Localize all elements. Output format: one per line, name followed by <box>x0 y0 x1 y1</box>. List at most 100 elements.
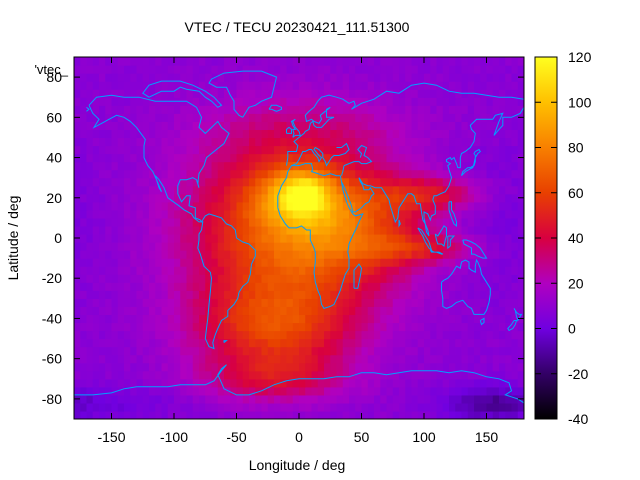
heatmap-cell <box>255 378 263 388</box>
heatmap-cell <box>242 169 250 179</box>
heatmap-cell <box>311 169 319 179</box>
coastline <box>74 364 524 404</box>
heatmap-cell <box>236 121 244 130</box>
heatmap-cell <box>461 306 469 316</box>
heatmap-cell <box>374 193 381 203</box>
heatmap-cell <box>167 185 175 195</box>
heatmap-cell <box>517 105 524 114</box>
coastlines <box>74 70 524 404</box>
heatmap-cell <box>374 73 381 82</box>
heatmap-cell <box>467 282 475 291</box>
heatmap-cell <box>230 201 238 211</box>
heatmap-cell <box>155 402 163 412</box>
heatmap-cell <box>130 193 138 203</box>
heatmap-cell <box>111 169 119 179</box>
heatmap-cell <box>361 73 369 82</box>
heatmap-cell <box>342 89 350 98</box>
heatmap-cell <box>505 89 513 98</box>
heatmap-cell <box>161 250 169 259</box>
heatmap-cell <box>405 410 413 419</box>
heatmap-cell <box>367 121 375 130</box>
heatmap-cell <box>499 322 506 332</box>
heatmap-cell <box>355 129 363 139</box>
heatmap-cell <box>142 410 150 419</box>
heatmap-cell <box>349 153 356 163</box>
heatmap-cell <box>142 386 150 396</box>
heatmap-cell <box>355 394 363 404</box>
heatmap-cell <box>449 65 456 74</box>
heatmap-cell <box>474 129 481 139</box>
heatmap-cell <box>136 250 144 259</box>
heatmap-cell <box>255 129 263 139</box>
heatmap-cell <box>286 250 294 259</box>
heatmap-cell <box>80 129 88 139</box>
heatmap-cell <box>161 129 169 139</box>
heatmap-cell <box>386 153 394 163</box>
heatmap-cell <box>324 225 331 235</box>
heatmap-cell <box>367 274 375 283</box>
heatmap-cell <box>349 217 356 227</box>
heatmap-cell <box>117 346 125 356</box>
heatmap-cell <box>86 250 94 259</box>
heatmap-cell <box>286 306 294 316</box>
heatmap-cell <box>305 354 313 364</box>
heatmap-cell <box>117 298 125 307</box>
heatmap-cell <box>399 193 406 203</box>
heatmap-cell <box>480 105 488 114</box>
heatmap-cell <box>261 57 269 66</box>
heatmap-cell <box>267 306 275 316</box>
heatmap-cell <box>199 346 206 356</box>
heatmap-cell <box>442 322 450 332</box>
heatmap-cell <box>199 378 206 388</box>
heatmap-cell <box>124 65 131 74</box>
heatmap-cell <box>317 250 325 259</box>
heatmap-cell <box>255 233 263 243</box>
heatmap-cell <box>511 346 519 356</box>
heatmap-cell <box>155 346 163 356</box>
heatmap-cell <box>267 129 275 139</box>
heatmap-cell <box>480 225 488 235</box>
heatmap-cell <box>455 242 463 251</box>
heatmap-cell <box>417 266 425 275</box>
heatmap-cell <box>236 402 244 412</box>
heatmap-cell <box>224 322 231 332</box>
heatmap-cell <box>361 338 369 348</box>
heatmap-cell <box>186 217 194 227</box>
heatmap-cell <box>180 410 188 419</box>
heatmap-cell <box>361 402 369 412</box>
heatmap-cell <box>261 290 269 299</box>
heatmap-cell <box>349 105 356 114</box>
colorbar-tick-label: 60 <box>568 185 584 201</box>
heatmap-cell <box>186 153 194 163</box>
heatmap-cell <box>80 153 88 163</box>
heatmap-cell <box>480 282 488 291</box>
heatmap-cell <box>136 402 144 412</box>
heatmap-cell <box>461 266 469 275</box>
heatmap-cell <box>149 266 156 275</box>
heatmap-cell <box>286 201 294 211</box>
heatmap-cell <box>461 121 469 130</box>
heatmap-cell <box>430 65 438 74</box>
x-tick-label: -50 <box>226 429 246 445</box>
heatmap-cell <box>111 113 119 122</box>
heatmap-cell <box>411 153 419 163</box>
heatmap-cell <box>267 73 275 82</box>
heatmap-cell <box>505 193 513 203</box>
colorbar-tick-label: 20 <box>568 275 584 291</box>
heatmap-cell <box>80 258 88 267</box>
heatmap-cell <box>274 298 281 307</box>
heatmap-cell <box>505 290 513 299</box>
heatmap-cell <box>336 410 344 419</box>
heatmap-cell <box>199 129 206 139</box>
heatmap-cell <box>111 250 119 259</box>
heatmap-cell <box>124 177 131 187</box>
heatmap-cell <box>305 105 313 114</box>
heatmap-cell <box>380 370 388 380</box>
heatmap-cell <box>342 378 350 388</box>
heatmap-cell <box>130 274 138 283</box>
heatmap-cell <box>117 81 125 90</box>
heatmap-cell <box>305 346 313 356</box>
heatmap-cell <box>224 378 231 388</box>
heatmap-cell <box>280 314 288 324</box>
heatmap-cell <box>499 378 506 388</box>
